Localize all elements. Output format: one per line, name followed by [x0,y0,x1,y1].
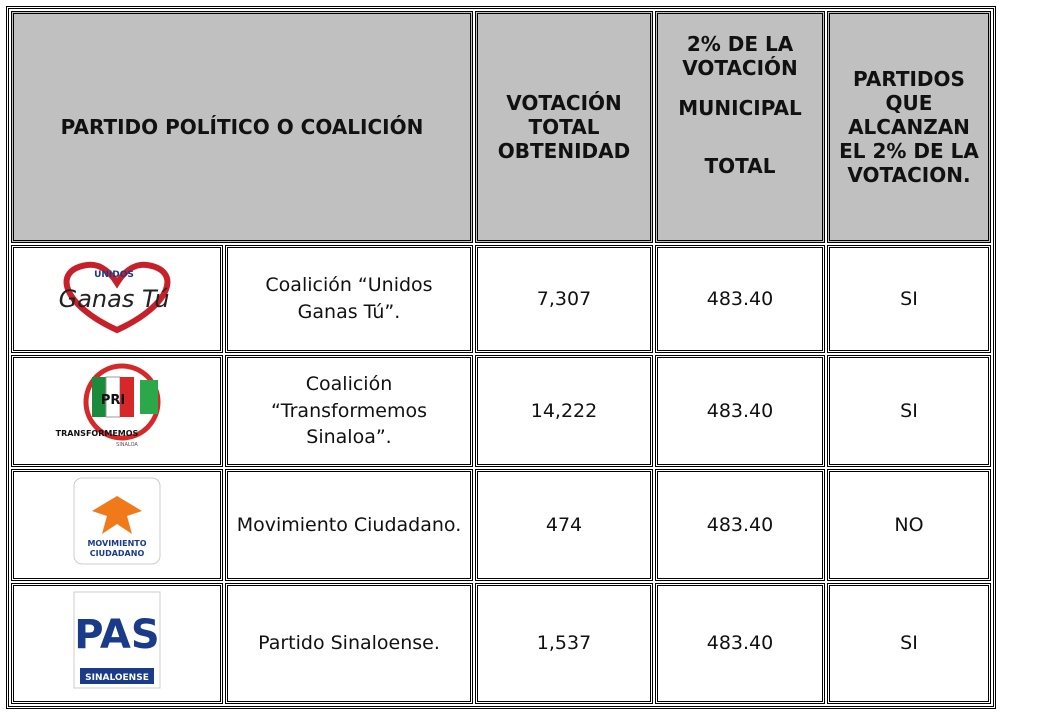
header-reached: PARTIDOS QUE ALCANZAN EL 2% DE LA VOTACI… [827,11,991,243]
reached: SI [827,245,991,353]
header-line: MUNICIPAL [678,96,802,120]
results-table: PARTIDO POLÍTICO O COALICIÓN VOTACIÓN TO… [6,6,996,710]
logo-text: SINALOA [116,442,138,448]
header-votes: VOTACIÓN TOTAL OBTENIDAD [475,11,653,243]
page: PARTIDO POLÍTICO O COALICIÓN VOTACIÓN TO… [6,6,1040,726]
votes: 474 [475,469,653,581]
party-name: Partido Sinaloense. [225,582,473,705]
header-line: TOTAL [704,154,776,178]
logo-text: Ganas Tú [59,285,170,313]
header-line: 2% DE LA VOTACIÓN [682,32,798,80]
two-percent: 483.40 [655,355,825,467]
logo: PAS SINALOENSE [73,591,161,689]
header-party: PARTIDO POLÍTICO O COALICIÓN [11,11,473,243]
votes: 1,537 [475,582,653,705]
party-name: Coalición “Transformemos Sinaloa”. [225,355,473,467]
logo: MOVIMIENTO CIUDADANO [73,477,161,565]
reached: NO [827,469,991,581]
two-percent: 483.40 [655,469,825,581]
two-percent: 483.40 [655,245,825,353]
logo-text: TRANSFORMEMOS [56,429,139,438]
logo-text: PRI [101,393,125,408]
header-two-percent: 2% DE LA VOTACIÓN MUNICIPAL TOTAL [655,11,825,243]
reached: SI [827,355,991,467]
logo-text: MOVIMIENTO [87,539,146,548]
party-name: Movimiento Ciudadano. [225,469,473,581]
row: PRI TRANSFORMEMOS SINALOA Coalición “Tra… [11,355,991,467]
logo-text: CIUDADANO [90,549,145,558]
logo-text: UNIDOS [94,270,134,280]
two-percent: 483.40 [655,582,825,705]
votes: 7,307 [475,245,653,353]
logo-text: PAS [74,612,159,658]
row: UNIDOS Ganas Tú Coalición “Unidos Ganas … [11,245,991,353]
header-row: PARTIDO POLÍTICO O COALICIÓN VOTACIÓN TO… [11,11,991,243]
logo-cell: PRI TRANSFORMEMOS SINALOA [11,355,223,467]
logo: PRI TRANSFORMEMOS SINALOA [56,363,161,448]
logo-cell: MOVIMIENTO CIUDADANO [11,469,223,581]
reached: SI [827,582,991,705]
logo-cell: PAS SINALOENSE [11,582,223,705]
logo: UNIDOS Ganas Tú [59,262,171,334]
votes: 14,222 [475,355,653,467]
logo-cell: UNIDOS Ganas Tú [11,245,223,353]
row: PAS SINALOENSE Partido Sinaloense. 1,537… [11,582,991,705]
logo-text: SINALOENSE [85,673,149,683]
party-name: Coalición “Unidos Ganas Tú”. [225,245,473,353]
row: MOVIMIENTO CIUDADANO Movimiento Ciudadan… [11,469,991,581]
